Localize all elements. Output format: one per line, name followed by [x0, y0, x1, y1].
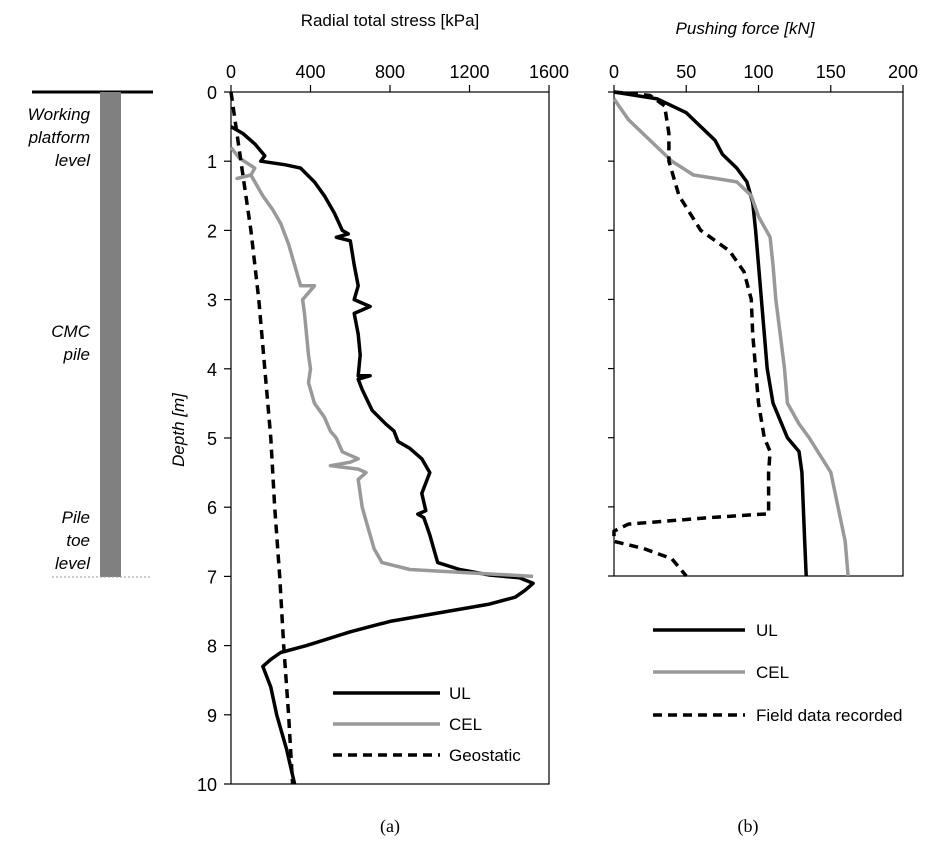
chart-a-y-axis-title: Depth [m]	[169, 392, 188, 467]
chart-a-y-tick-label: 9	[207, 706, 217, 726]
pile-toe-label-3: level	[55, 554, 91, 573]
chart-b-x-tick-label: 200	[888, 62, 918, 82]
chart-b-ticks: 0 50 100 150 200	[608, 62, 918, 577]
chart-a-ticks: 0 400 800 1200 1600 0 1 2 3 4 5 6 7 8 9 10	[197, 62, 569, 795]
working-platform-label-1: Working	[28, 105, 91, 124]
chart-a-y-tick-label: 2	[207, 221, 217, 241]
chart-a-plot-frame	[230, 91, 550, 785]
chart-a-series-geostatic	[229, 91, 295, 785]
chart-a-x-tick-label: 400	[295, 62, 325, 82]
chart-b-pushing-force: Pushing force [kN] 0 50 100 150 200 UL CEL F…	[608, 19, 918, 837]
chart-b-series-cel	[612, 97, 850, 577]
chart-a-y-tick-label: 7	[207, 567, 217, 587]
chart-a-y-tick-label: 3	[207, 291, 217, 311]
chart-a-series	[229, 91, 535, 785]
chart-a-radial-stress: Radial total stress [kPa] Depth [m] 0 400…	[169, 11, 569, 837]
chart-a-series-ul	[230, 125, 535, 785]
chart-b-x-tick-label: 100	[743, 62, 773, 82]
pile-toe-label-1: Pile	[62, 508, 90, 527]
chart-a-x-tick-label: 1200	[449, 62, 489, 82]
cmc-pile-label-1: CMC	[51, 322, 90, 341]
legend-a-geostatic-label: Geostatic	[449, 746, 521, 765]
chart-a-y-tick-label: 6	[207, 498, 217, 518]
chart-a-y-tick-label: 10	[197, 775, 217, 795]
legend-a-cel-label: CEL	[449, 715, 482, 734]
chart-b-x-axis-title: Pushing force [kN]	[676, 19, 816, 38]
chart-a-y-tick-label: 0	[207, 83, 217, 103]
legend-b-field-label: Field data recorded	[756, 706, 902, 725]
pile-schematic: Working platform level CMC pile Pile toe…	[28, 90, 153, 578]
chart-a-x-tick-label: 800	[375, 62, 405, 82]
pile-toe-label-2: toe	[66, 531, 90, 550]
working-platform-label-3: level	[55, 151, 91, 170]
chart-a-x-tick-label: 0	[226, 62, 236, 82]
chart-a-x-axis-title: Radial total stress [kPa]	[301, 11, 480, 30]
chart-b-plot-frame	[613, 91, 904, 577]
chart-b-x-tick-label: 150	[816, 62, 846, 82]
cmc-pile-label-2: pile	[63, 345, 90, 364]
legend-b-cel-label: CEL	[756, 663, 789, 682]
chart-a-y-tick-label: 5	[207, 429, 217, 449]
chart-a-legend: UL CEL Geostatic	[333, 684, 521, 765]
chart-a-x-tick-label: 1600	[529, 62, 569, 82]
working-platform-label-2: platform	[28, 128, 90, 147]
chart-b-x-tick-label: 0	[609, 62, 619, 82]
chart-b-legend: UL CEL Field data recorded	[653, 621, 902, 725]
chart-a-caption: (a)	[380, 816, 400, 837]
chart-b-series	[612, 90, 850, 578]
chart-b-series-field-data-recorded	[612, 90, 772, 578]
cmc-pile-body	[100, 92, 121, 577]
legend-b-ul-label: UL	[756, 621, 778, 640]
chart-b-series-ul	[613, 90, 808, 577]
chart-a-y-tick-label: 8	[207, 637, 217, 657]
chart-a-series-cel	[229, 146, 534, 579]
chart-b-caption: (b)	[738, 816, 759, 837]
chart-b-x-tick-label: 50	[676, 62, 696, 82]
legend-a-ul-label: UL	[449, 684, 471, 703]
chart-a-y-tick-label: 4	[207, 360, 217, 380]
chart-a-y-tick-label: 1	[207, 152, 217, 172]
